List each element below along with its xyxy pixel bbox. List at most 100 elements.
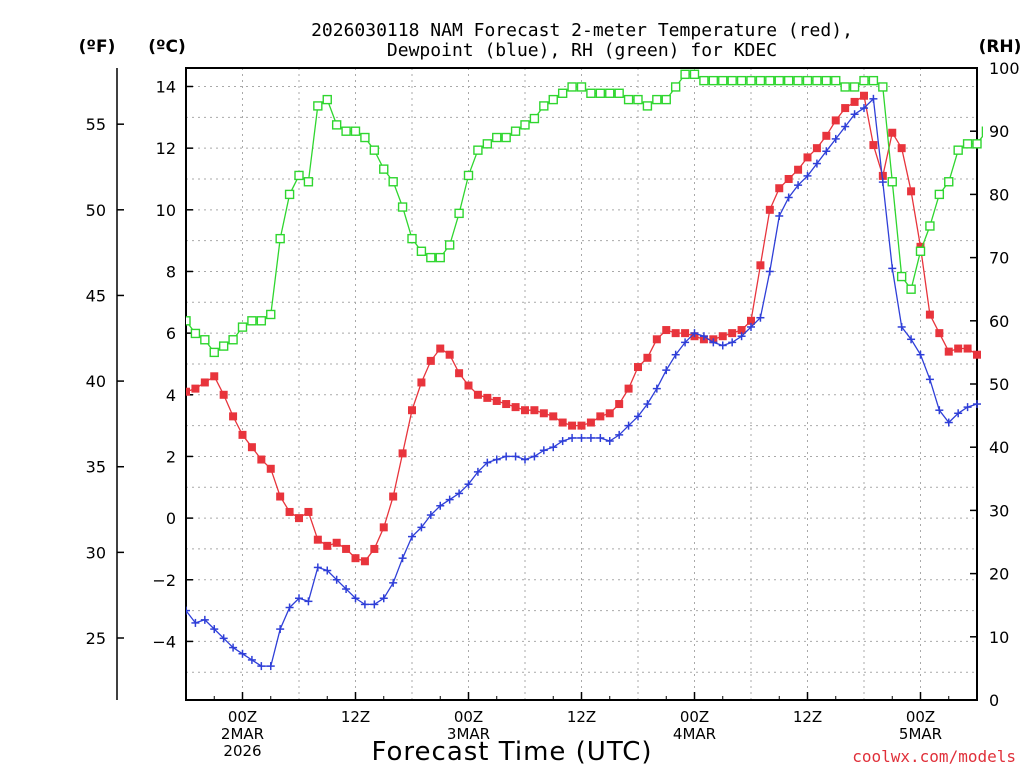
rh-point bbox=[934, 189, 945, 200]
temperature-point bbox=[878, 171, 887, 180]
rh-point bbox=[793, 75, 803, 86]
rh-point bbox=[981, 126, 983, 136]
dewpoint-point bbox=[662, 366, 671, 375]
rh-point bbox=[699, 75, 709, 86]
temperature-point bbox=[671, 329, 680, 338]
temperature-point bbox=[954, 344, 963, 353]
chart-title-line-2: Dewpoint (blue), RH (green) for KDEC bbox=[387, 40, 777, 61]
rh-point bbox=[906, 284, 916, 294]
rh-point bbox=[859, 75, 869, 86]
dewpoint-point bbox=[342, 585, 351, 594]
temperature-point bbox=[662, 326, 671, 335]
dewpoint-point bbox=[200, 615, 209, 624]
temperature-point bbox=[860, 91, 868, 100]
rh-point bbox=[614, 88, 624, 98]
rh-tick-label: 60 bbox=[989, 312, 1009, 331]
rh-point bbox=[388, 177, 398, 187]
rh-point bbox=[190, 328, 201, 339]
rh-point bbox=[237, 322, 248, 332]
temperature-point bbox=[313, 535, 322, 544]
x-tick-label: 5MAR bbox=[899, 725, 942, 743]
dewpoint-point bbox=[426, 511, 435, 520]
temperature-point bbox=[775, 184, 784, 193]
temperature-point bbox=[266, 464, 275, 473]
temperature-point bbox=[822, 131, 831, 140]
rh-point bbox=[736, 75, 747, 86]
series-0 bbox=[186, 91, 981, 566]
dewpoint-point bbox=[417, 523, 426, 532]
temperature-point bbox=[718, 332, 727, 341]
temperature-point bbox=[756, 261, 765, 270]
grid-lines bbox=[186, 68, 978, 700]
x-tick-label: 00Z bbox=[454, 708, 483, 726]
rh-point bbox=[520, 120, 530, 130]
dewpoint-point bbox=[530, 452, 539, 461]
rh-point bbox=[473, 145, 483, 155]
temperature-point bbox=[276, 492, 285, 501]
temperature-point bbox=[473, 390, 482, 399]
temperature-point bbox=[379, 523, 388, 532]
temperature-point bbox=[784, 174, 793, 183]
rh-point bbox=[652, 94, 662, 105]
dewpoint-point bbox=[313, 563, 322, 572]
dewpoint-point bbox=[360, 600, 369, 609]
temperature-point bbox=[464, 381, 473, 390]
rh-point bbox=[266, 309, 276, 320]
temperature-point bbox=[728, 329, 737, 338]
temperature-point bbox=[351, 554, 360, 563]
temperature-point bbox=[398, 449, 407, 458]
rh-point bbox=[303, 177, 314, 187]
dewpoint-point bbox=[229, 643, 238, 652]
dewpoint-point bbox=[907, 335, 916, 344]
dewpoint-point bbox=[699, 332, 708, 341]
fahrenheit-tick-label: 35 bbox=[86, 458, 106, 477]
dewpoint-point bbox=[473, 467, 482, 476]
dewpoint-point bbox=[869, 94, 878, 103]
rh-point bbox=[925, 221, 935, 231]
series-line-2 bbox=[186, 73, 983, 354]
rh-point bbox=[680, 69, 690, 80]
fahrenheit-tick-label: 50 bbox=[86, 201, 106, 220]
rh-point bbox=[642, 101, 653, 111]
temperature-point bbox=[897, 144, 906, 153]
dewpoint-point bbox=[888, 264, 897, 273]
temperature-point bbox=[332, 538, 341, 547]
rh-unit-label: (RH) bbox=[979, 37, 1022, 57]
plot-frame bbox=[185, 67, 978, 701]
temperature-point bbox=[219, 390, 228, 399]
rh-point bbox=[435, 252, 445, 263]
source-credit[interactable]: coolwx.com/models bbox=[852, 747, 1016, 766]
rh-point bbox=[501, 132, 511, 143]
dewpoint-point bbox=[718, 341, 727, 350]
rh-point bbox=[878, 82, 888, 92]
dewpoint-point bbox=[897, 322, 906, 331]
rh-point bbox=[313, 101, 323, 111]
rh-point bbox=[849, 82, 860, 92]
dewpoint-point bbox=[954, 409, 963, 418]
dewpoint-point bbox=[323, 566, 332, 575]
dewpoint-point bbox=[831, 134, 840, 143]
dewpoint-point bbox=[436, 501, 445, 510]
temperature-point bbox=[455, 369, 464, 378]
rh-tick-label: 0 bbox=[989, 691, 999, 710]
dewpoint-point bbox=[925, 375, 934, 384]
rh-point bbox=[670, 82, 681, 92]
dewpoint-point bbox=[539, 446, 548, 455]
temperature-point bbox=[803, 153, 812, 162]
dewpoint-point bbox=[709, 338, 718, 347]
temperature-point bbox=[558, 418, 567, 427]
temperature-point bbox=[831, 116, 840, 125]
dewpoint-point bbox=[247, 655, 256, 664]
temperature-point bbox=[681, 329, 690, 338]
temperature-point bbox=[426, 356, 435, 365]
temperature-point bbox=[210, 372, 219, 381]
temperature-point bbox=[643, 353, 652, 362]
dewpoint-point bbox=[860, 104, 868, 113]
temperature-point bbox=[408, 406, 416, 415]
rh-point bbox=[821, 75, 832, 86]
temperature-point bbox=[511, 403, 520, 412]
rh-point bbox=[350, 126, 361, 136]
temperature-point bbox=[624, 384, 633, 393]
x-tick-label: 3MAR bbox=[447, 725, 490, 743]
rh-point bbox=[633, 94, 643, 105]
